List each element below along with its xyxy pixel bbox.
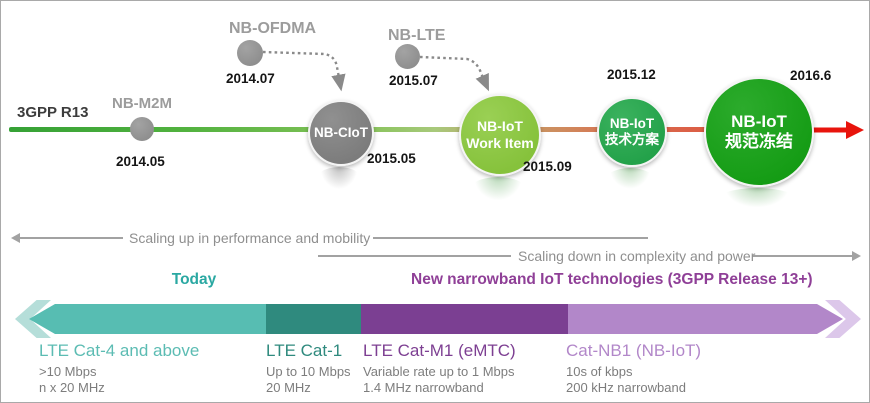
reflection-work-item (465, 177, 531, 213)
scaling-down-line-right (753, 255, 852, 257)
scaling-up-line-left (20, 237, 123, 239)
milestone-circle-nb-ciot: NB-CIoT (308, 100, 374, 166)
timeline-track (9, 127, 813, 132)
milestone-label-nb-ofdma: NB-OFDMA (229, 20, 317, 37)
era-label: 3GPP R13 (17, 104, 89, 121)
bar-segment-lte-cat1 (266, 304, 361, 334)
milestone-date-nb-iot-work-item: 2015.09 (523, 159, 572, 174)
milestone-circle-label-line1: NB-IoT (731, 111, 787, 131)
bar-segment-cat-nb1 (568, 304, 843, 334)
milestone-circle-nb-iot-work-item: NB-IoT Work Item (459, 94, 541, 176)
scaling-up-label: Scaling up in performance and mobility (129, 230, 371, 246)
milestone-circle-label-line2: Work Item (466, 135, 534, 151)
reflection-nb-ciot (313, 167, 365, 201)
today-header: Today (171, 271, 217, 288)
column-lte-cat4: LTE Cat-4 and above >10 Mbps n x 20 MHz (39, 341, 199, 396)
column-detail-2: 200 kHz narrowband (566, 380, 686, 395)
milestone-circle-nb-iot-spec-freeze: NB-IoT 规范冻结 (704, 77, 814, 187)
bar-segment-lte-cat4 (29, 304, 266, 334)
milestone-circle-nb-iot-tech-plan: NB-IoT 技术方案 (597, 97, 667, 167)
milestone-label-nb-m2m: NB-M2M (112, 95, 172, 112)
reflection-spec-freeze (713, 188, 801, 218)
scaling-down-line-left (318, 255, 511, 257)
milestone-circle-label-line1: NB-IoT (477, 118, 523, 135)
column-detail-1: Variable rate up to 1 Mbps (363, 364, 515, 379)
milestone-date-nb-m2m: 2014.05 (116, 154, 165, 169)
timeline-red-arrowhead-icon (846, 121, 864, 139)
milestone-dot-nb-ofdma (237, 40, 263, 66)
milestone-circle-label-line2: 规范冻结 (725, 132, 793, 151)
column-lte-catm1: LTE Cat-M1 (eMTC) Variable rate up to 1 … (363, 341, 516, 396)
column-detail-2: 1.4 MHz narrowband (363, 380, 484, 395)
column-title: LTE Cat-4 and above (39, 341, 200, 360)
scaling-up-left-arrowhead-icon (11, 233, 20, 243)
milestone-date-nb-iot-spec-freeze: 2016.6 (790, 68, 832, 83)
column-title: LTE Cat-M1 (eMTC) (363, 341, 516, 360)
column-detail-2: 20 MHz (266, 380, 311, 395)
column-detail-1: Up to 10 Mbps (266, 364, 351, 379)
reflection-tech-plan (602, 168, 658, 200)
milestone-dot-nb-m2m (130, 117, 154, 141)
milestone-dot-nb-lte (395, 44, 420, 69)
milestone-circle-label-line2: 技术方案 (605, 132, 659, 147)
column-detail-2: n x 20 MHz (39, 380, 105, 395)
scaling-up-line-right (373, 237, 648, 239)
milestone-circle-label-line1: NB-IoT (609, 115, 655, 131)
milestone-date-nb-lte: 2015.07 (389, 73, 438, 88)
milestone-date-nb-ciot: 2015.05 (367, 151, 416, 166)
column-title: LTE Cat-1 (266, 341, 343, 360)
scaling-down-right-arrowhead-icon (852, 251, 861, 261)
column-detail-1: 10s of kbps (566, 364, 633, 379)
column-cat-nb1: Cat-NB1 (NB-IoT) 10s of kbps 200 kHz nar… (566, 341, 701, 396)
new-narrowband-header: New narrowband IoT technologies (3GPP Re… (411, 271, 813, 288)
milestone-label-nb-lte: NB-LTE (388, 27, 446, 44)
scaling-down-label: Scaling down in complexity and power (518, 248, 756, 264)
bar-segment-lte-catm1 (361, 304, 568, 334)
milestone-date-nb-ofdma: 2014.07 (226, 71, 275, 86)
milestone-date-nb-iot-tech-plan: 2015.12 (607, 67, 656, 82)
column-title: Cat-NB1 (NB-IoT) (566, 341, 702, 360)
milestone-circle-label: NB-CIoT (314, 124, 368, 140)
column-lte-cat1: LTE Cat-1 Up to 10 Mbps 20 MHz (266, 341, 351, 396)
column-detail-1: >10 Mbps (39, 364, 97, 379)
